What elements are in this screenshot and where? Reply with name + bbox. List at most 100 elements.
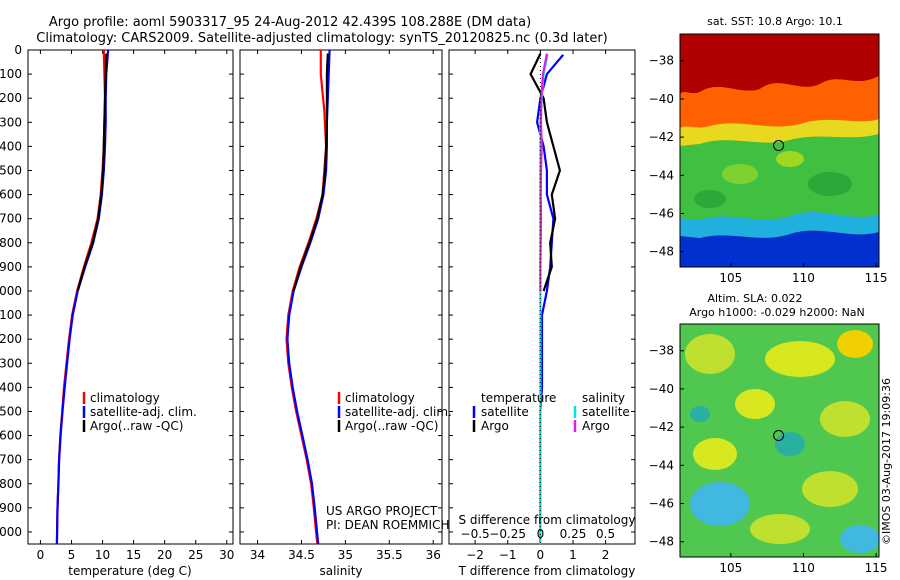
x-tick-label: 25 <box>188 548 203 562</box>
sst-y-tick-label: −38 <box>649 54 674 68</box>
temperature-xlabel: temperature (deg C) <box>68 564 191 578</box>
depth-tick-label: 900 <box>0 260 22 274</box>
depth-tick-label: 1500 <box>0 404 22 418</box>
sla-blob-11 <box>840 525 879 553</box>
sst-warm-band <box>680 34 879 94</box>
series-line <box>529 53 562 292</box>
salinity-legend: climatology satellite-adj. clim. Argo(..… <box>337 391 452 433</box>
sst-y-tick-label: −48 <box>649 245 674 259</box>
x-tick-label: −2 <box>466 548 484 562</box>
sla-blob-10 <box>750 514 810 544</box>
temperature-chart: 0 5 10 15 20 25 30 <box>37 50 234 562</box>
sla-float-marker <box>773 430 785 442</box>
sst-y-tick-label: −40 <box>649 92 674 106</box>
legend-label-argo: Argo(..raw -QC) <box>90 419 183 433</box>
sla-map-frame <box>679 323 880 558</box>
depth-tick-label: 0 <box>14 43 22 57</box>
title-line-1: Argo profile: aoml 5903317_95 24-Aug-201… <box>49 15 531 30</box>
legend-label-climatology: climatology <box>90 391 160 405</box>
depth-tick-label: 1000 <box>0 284 22 298</box>
x-tick-label: 0 <box>537 548 545 562</box>
sst-green-band <box>680 134 879 220</box>
x-tick-label-top: −0.5 <box>461 527 490 541</box>
depth-tick-label: 1100 <box>0 308 22 322</box>
legend-label-s-argo: Argo <box>582 419 610 433</box>
depth-tick-label: 1200 <box>0 332 22 346</box>
sst-yellow-band <box>680 119 879 146</box>
sst-eddy-2 <box>808 172 852 196</box>
title-line-2: Climatology: CARS2009. Satellite-adjuste… <box>36 31 608 46</box>
sla-blob-4 <box>735 389 775 419</box>
sla-y-tick-label: −38 <box>649 344 674 358</box>
depth-tick-label: 100 <box>0 67 22 81</box>
sla-blob-8 <box>802 471 858 507</box>
x-tick-label: 35.5 <box>376 548 403 562</box>
sla-y-tick-label: −42 <box>649 420 674 434</box>
sst-eddy-4 <box>694 190 726 208</box>
sst-float-marker <box>773 140 785 152</box>
depth-tick-label: 500 <box>0 163 22 177</box>
x-tick-label-top: −0.25 <box>489 527 526 541</box>
sla-x-tick-label: 110 <box>792 561 815 575</box>
x-tick-label: 30 <box>219 548 234 562</box>
sla-map-title-line-1: Altim. SLA: 0.022 <box>707 292 802 305</box>
sst-blue-band <box>680 230 879 267</box>
sst-x-tick-label: 110 <box>792 271 815 285</box>
depth-tick-label: 1700 <box>0 453 22 467</box>
depth-tick-label: 1600 <box>0 429 22 443</box>
sla-blob-6 <box>775 432 805 456</box>
sst-x-tick-label: 115 <box>865 271 888 285</box>
depth-tick-label: 2000 <box>0 525 22 539</box>
depth-tick-label: 1800 <box>0 477 22 491</box>
legend-label-s-satellite: satellite <box>582 405 630 419</box>
temperature-panel-frame <box>27 49 234 545</box>
legend-heading-salinity: salinity <box>582 391 625 405</box>
sst-cyan-band <box>680 212 879 238</box>
depth-tick-label: 200 <box>0 91 22 105</box>
sst-eddy-3 <box>776 151 804 167</box>
sla-y-tick-label: −46 <box>649 497 674 511</box>
x-tick-label: 1 <box>569 548 577 562</box>
x-tick-label: −1 <box>499 548 517 562</box>
x-tick-label-top: 0 <box>537 527 545 541</box>
difference-xlabel-top: S difference from climatology <box>459 513 636 527</box>
sla-blob-1 <box>685 334 735 374</box>
sst-y-tick-label: −42 <box>649 130 674 144</box>
x-tick-label-top: 0.5 <box>596 527 615 541</box>
difference-chart: −2 −1 0 1 2 −0.5 −0.25 0 0.25 0.5 <box>461 50 615 562</box>
sla-blob-7 <box>693 438 737 470</box>
sla-blob-2 <box>765 341 835 377</box>
sst-map-title: sat. SST: 10.8 Argo: 10.1 <box>707 15 843 28</box>
depth-tick-label: 1900 <box>0 501 22 515</box>
x-tick-label: 36 <box>426 548 441 562</box>
legend-label-satellite: satellite-adj. clim. <box>345 405 452 419</box>
difference-legend: temperature satellite Argo salinity sate… <box>472 391 630 433</box>
sla-blob-9 <box>690 482 750 526</box>
depth-axis: 0 100 200 300 400 500 600 700 800 900 1000 1100 1200… <box>0 43 635 539</box>
credit-text: ©IMOS 03-Aug-2017 19:09:36 <box>880 378 893 545</box>
legend-label-satellite: satellite-adj. clim. <box>90 405 197 419</box>
x-tick-label: 35 <box>338 548 353 562</box>
sst-eddy-1 <box>722 164 758 184</box>
depth-tick-label: 1300 <box>0 356 22 370</box>
project-annotation-line-2: PI: DEAN ROEMMICH <box>326 518 449 532</box>
series-line <box>292 53 329 292</box>
sst-y-tick-label: −46 <box>649 207 674 221</box>
x-tick-label: 5 <box>68 548 76 562</box>
x-tick-label: 15 <box>126 548 141 562</box>
sla-map-title-line-2: Argo h1000: -0.029 h2000: NaN <box>689 306 865 319</box>
depth-tick-label: 400 <box>0 139 22 153</box>
sla-y-tick-label: −40 <box>649 382 674 396</box>
x-tick-label: 34 <box>250 548 265 562</box>
sla-blob-5 <box>820 401 870 437</box>
salinity-xlabel: salinity <box>319 564 362 578</box>
x-tick-label: 0 <box>37 548 45 562</box>
salinity-panel-frame <box>239 49 443 545</box>
legend-label-argo: Argo(..raw -QC) <box>345 419 438 433</box>
temperature-legend: climatology satellite-adj. clim. Argo(..… <box>82 391 197 433</box>
x-tick-label-top: 0.25 <box>560 527 587 541</box>
sst-x-tick-label: 105 <box>719 271 742 285</box>
x-tick-label: 34.5 <box>288 548 315 562</box>
legend-label-t-satellite: satellite <box>481 405 529 419</box>
depth-tick-label: 1400 <box>0 380 22 394</box>
